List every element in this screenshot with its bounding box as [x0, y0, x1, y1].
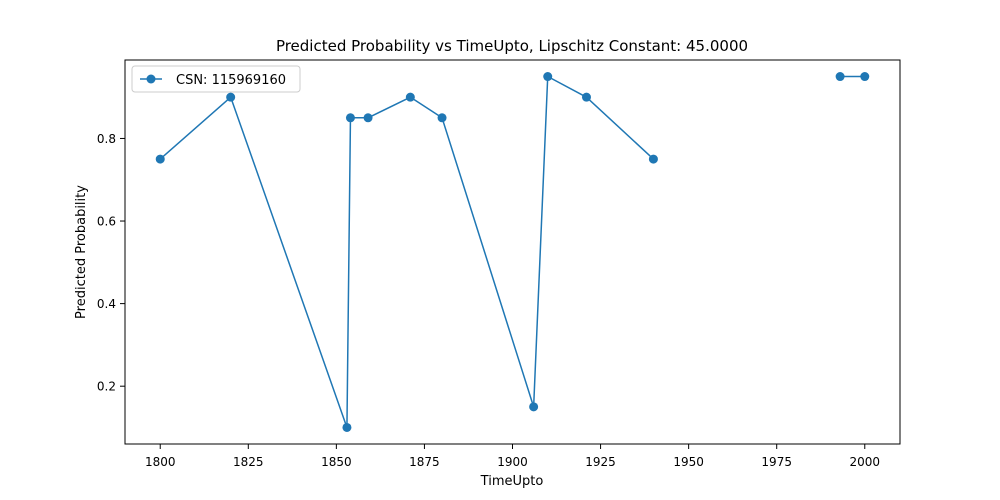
plot-area — [125, 60, 900, 444]
x-tick-label: 1850 — [321, 455, 352, 469]
legend-marker — [146, 74, 156, 84]
data-point — [543, 72, 553, 82]
x-axis: 1800 1825 1850 1875 1900 1925 1950 1975 2000 — [145, 444, 880, 469]
data-point — [581, 92, 591, 102]
x-tick-label: 1950 — [673, 455, 704, 469]
y-axis: 0.2 0.4 0.6 0.8 — [97, 132, 125, 394]
x-tick-label: 1900 — [497, 455, 528, 469]
x-tick-label: 1800 — [145, 455, 176, 469]
y-tick-label: 0.6 — [97, 215, 116, 229]
x-tick-label: 1975 — [761, 455, 792, 469]
y-tick-label: 0.2 — [97, 380, 116, 394]
y-tick-label: 0.8 — [97, 132, 116, 146]
data-point — [437, 113, 447, 123]
y-axis-label: Predicted Probability — [74, 185, 89, 319]
y-tick-label: 0.4 — [97, 297, 116, 311]
series-layer — [155, 72, 870, 432]
data-point — [345, 113, 355, 123]
data-point — [363, 113, 373, 123]
legend-label: CSN: 115969160 — [176, 73, 286, 88]
x-tick-label: 1825 — [233, 455, 264, 469]
data-point — [155, 154, 165, 164]
plot-frame — [124, 59, 901, 445]
x-tick-label: 2000 — [849, 455, 880, 469]
data-point — [529, 402, 539, 412]
data-point — [835, 72, 845, 82]
data-point — [342, 422, 352, 432]
plot-background — [125, 60, 900, 444]
x-axis-label: TimeUpto — [480, 474, 544, 489]
x-tick-label: 1925 — [585, 455, 616, 469]
x-tick-label: 1875 — [409, 455, 440, 469]
legend: CSN: 115969160 — [131, 65, 301, 93]
data-point — [860, 72, 870, 82]
legend-box — [131, 65, 301, 93]
data-point — [405, 92, 415, 102]
data-point — [226, 92, 236, 102]
data-point — [648, 154, 658, 164]
chart-title: Predicted Probability vs TimeUpto, Lipsc… — [276, 37, 748, 55]
